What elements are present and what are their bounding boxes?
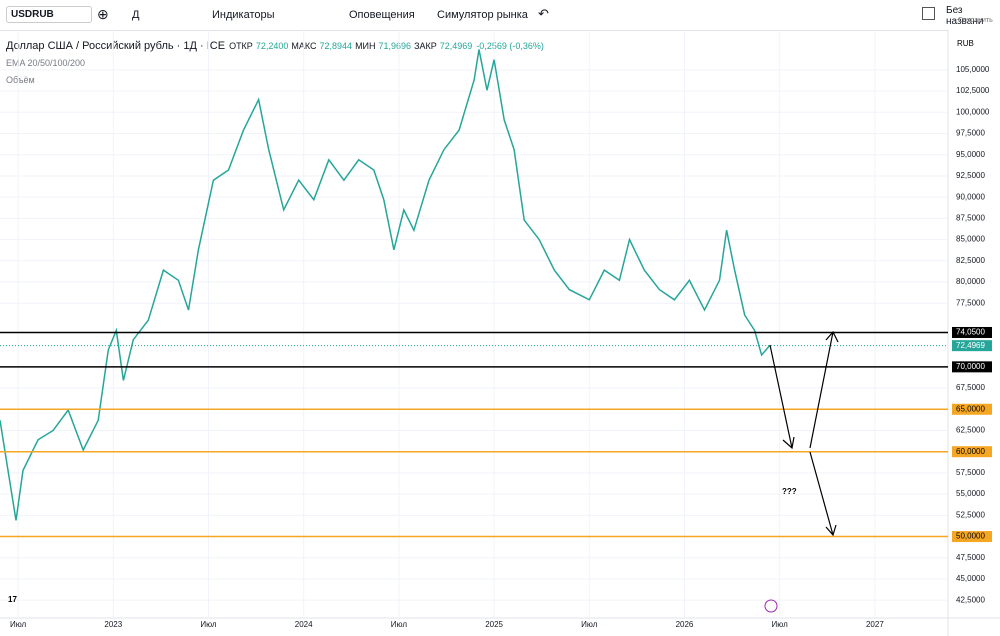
arrow	[809, 330, 839, 449]
level-label-bg	[952, 531, 992, 543]
toolbar: USDRUB ⊕ Д Индикаторы Оповещения Симулят…	[0, 0, 1000, 31]
level-label-bg	[952, 326, 992, 338]
arrow	[769, 344, 795, 450]
save[interactable]: Сохранить	[958, 17, 993, 24]
level-label: 50,0000	[956, 532, 985, 541]
y-tick-label: 57,5000	[956, 468, 985, 477]
y-tick-label: 80,0000	[956, 277, 985, 286]
x-tick-label: Июл	[200, 620, 217, 629]
y-tick-label: 47,5000	[956, 553, 985, 562]
level-label: 60,0000	[956, 447, 985, 456]
annotation: ???	[782, 487, 797, 496]
x-tick-label: Июл	[581, 620, 598, 629]
ohlc-value: 72,4969	[439, 40, 473, 51]
replay[interactable]: Симулятор рынка	[437, 9, 528, 21]
change: -0,2569 (-0,36%)	[476, 40, 544, 51]
interval[interactable]: Д	[132, 9, 140, 21]
y-tick-label: 45,0000	[956, 574, 985, 583]
y-tick-label: 62,5000	[956, 426, 985, 435]
y-tick-label: 82,5000	[956, 256, 985, 265]
level-label-bg	[952, 403, 992, 415]
y-tick-label: 90,0000	[956, 192, 985, 201]
y-tick-label: 42,5000	[956, 595, 985, 604]
checkbox[interactable]	[922, 7, 935, 20]
arrow	[809, 451, 837, 537]
y-tick-label: 87,5000	[956, 213, 985, 222]
x-tick-label: 2027	[866, 620, 884, 629]
y-tick-label: 92,5000	[956, 171, 985, 180]
level-label-bg	[952, 446, 992, 458]
level-label: 70,0000	[956, 362, 985, 371]
y-tick-label: 97,5000	[956, 129, 985, 138]
ohlc-label: ОТКР	[229, 40, 253, 51]
price-line	[0, 49, 771, 521]
x-tick-label: Июл	[391, 620, 408, 629]
x-tick-label: 2026	[676, 620, 694, 629]
x-tick-label: 2025	[485, 620, 503, 629]
ema: EMA 20/50/100/200	[6, 57, 86, 68]
y-tick-label: 105,0000	[956, 65, 990, 74]
x-tick-label: Июл	[10, 620, 27, 629]
y-tick-label: 77,5000	[956, 298, 985, 307]
y-tick-label: 52,5000	[956, 510, 985, 519]
undo[interactable]: ↶	[538, 6, 549, 21]
chart: RUB 42,5000 45,0000 47,5000 52,5000 55,0000 57…	[0, 30, 1000, 636]
ohlc-value: 72,8944	[319, 40, 353, 51]
add-symbol[interactable]: ⊕	[97, 6, 109, 22]
y-tick-label: 67,5000	[956, 383, 985, 392]
ohlc-label: ЗАКР	[414, 40, 437, 51]
x-tick-label: Июл	[772, 620, 789, 629]
ohlc-value: 71,9696	[378, 40, 412, 51]
x-tick-label: 2024	[295, 620, 313, 629]
last-price-label: 72,4969	[956, 341, 985, 350]
currency: RUB	[957, 39, 974, 48]
last-price-bg	[952, 340, 992, 352]
ohlc-label: МИН	[355, 40, 376, 51]
logo: 17	[8, 595, 17, 604]
flash-icon	[764, 599, 778, 613]
indicators[interactable]: Индикаторы	[212, 9, 275, 21]
y-tick-label: 85,0000	[956, 235, 985, 244]
level-label-bg	[952, 361, 992, 373]
alerts[interactable]: Оповещения	[349, 9, 415, 21]
layout-name[interactable]: Без названи	[946, 5, 984, 27]
y-tick-label: 95,0000	[956, 150, 985, 159]
ohlc-value: 72,2400	[255, 40, 289, 51]
y-tick-label: 102,5000	[956, 86, 990, 95]
y-tick-label: 100,0000	[956, 107, 990, 116]
level-label: 74,0500	[956, 328, 985, 337]
x-tick-label: 2023	[104, 620, 122, 629]
y-tick-label: 55,0000	[956, 489, 985, 498]
level-label: 65,0000	[956, 404, 985, 413]
symbol-search[interactable]: USDRUB	[6, 6, 92, 23]
volume: Объём	[6, 74, 35, 85]
legend-title: Доллар США / Российский рубль · 1Д · ICE	[6, 39, 226, 52]
